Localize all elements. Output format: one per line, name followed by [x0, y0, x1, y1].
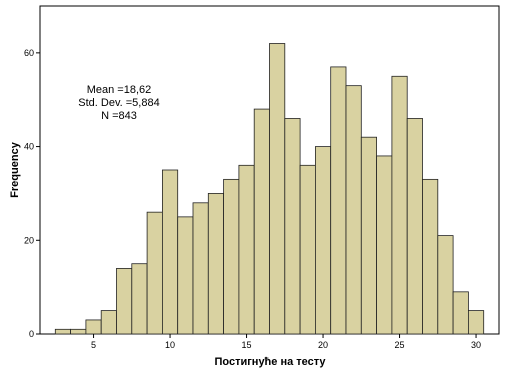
histogram-bar: [85, 319, 102, 335]
y-tick-label: 40: [24, 142, 34, 152]
stats-std-dev: Std. Dev. =5,884: [78, 97, 159, 109]
histogram-bar: [146, 211, 163, 335]
histogram-bar: [314, 146, 332, 335]
x-axis: 5 10 15 20 25 30: [91, 334, 481, 350]
histogram-bar: [54, 328, 71, 335]
histogram-bar: [177, 216, 194, 335]
y-axis: 0 20 40 60: [24, 48, 40, 339]
stats-mean: Mean =18,62: [87, 84, 152, 96]
y-axis-title: Frequency: [9, 141, 21, 198]
histogram-bar: [161, 169, 179, 335]
histogram-bar: [406, 118, 423, 335]
histogram-bar: [452, 291, 469, 335]
histogram-bar: [116, 267, 133, 335]
y-tick-label: 60: [24, 48, 34, 58]
histogram-bar: [131, 263, 148, 335]
histogram-bar: [284, 118, 301, 335]
x-tick-label: 10: [165, 340, 175, 350]
x-tick-label: 15: [242, 340, 252, 350]
histogram-bar: [437, 235, 454, 335]
histogram-bar: [345, 85, 362, 335]
histogram-bar: [376, 155, 393, 335]
x-tick-label: 25: [395, 340, 405, 350]
bars-group: [54, 43, 485, 335]
histogram-bar: [467, 310, 485, 335]
histogram-bar: [100, 310, 117, 335]
x-axis-title: Постигнуће на тесту: [214, 356, 326, 368]
histogram-bar: [253, 108, 270, 335]
histogram-bar: [207, 193, 225, 335]
histogram-bar: [269, 43, 286, 335]
histogram-bar: [391, 75, 408, 335]
histogram-bar: [238, 164, 255, 335]
stats-n: N =843: [101, 110, 137, 122]
histogram-bar: [422, 178, 439, 335]
x-tick-label: 5: [91, 340, 96, 350]
y-tick-label: 0: [29, 329, 34, 339]
x-tick-label: 30: [471, 340, 481, 350]
x-tick-label: 20: [318, 340, 328, 350]
histogram-bar: [360, 136, 377, 335]
histogram-bar: [223, 178, 240, 335]
stats-box: Mean =18,62 Std. Dev. =5,884 N =843: [78, 84, 159, 122]
histogram-bar: [192, 202, 209, 335]
histogram-bar: [299, 164, 316, 335]
histogram-bar: [330, 66, 347, 335]
histogram-bar: [70, 328, 87, 335]
y-tick-label: 20: [24, 235, 34, 245]
